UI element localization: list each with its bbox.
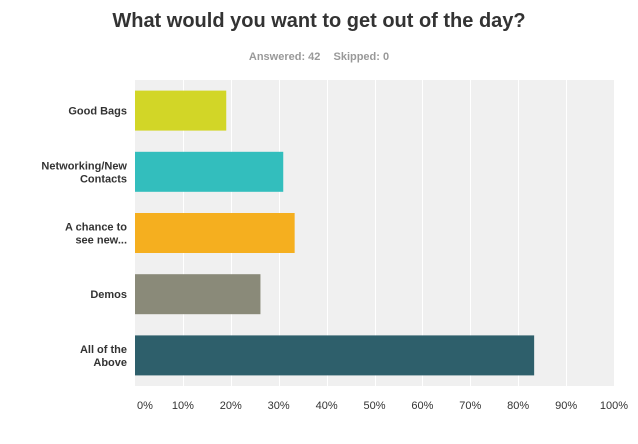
- category-label-3: Demos: [90, 289, 127, 301]
- x-tick-label-2: 20%: [220, 400, 242, 412]
- bar-1: [135, 151, 284, 192]
- category-label-1: Networking/New Contacts: [41, 160, 127, 185]
- x-tick-label-10: 100%: [600, 400, 628, 412]
- x-tick-label-8: 80%: [507, 400, 529, 412]
- x-tick-label-3: 30%: [268, 400, 290, 412]
- x-tick-label-5: 50%: [363, 400, 385, 412]
- category-label-2: A chance to see new...: [65, 222, 127, 247]
- chart-title: What would you want to get out of the da…: [112, 10, 526, 32]
- x-tick-label-0: 0%: [137, 400, 153, 412]
- bar-3: [135, 274, 261, 315]
- category-label-0: Good Bags: [68, 106, 127, 118]
- answered-count: Answered: 42: [248, 51, 321, 63]
- x-tick-label-7: 70%: [459, 400, 481, 412]
- x-tick-label-4: 40%: [316, 400, 338, 412]
- bar-2: [135, 213, 295, 253]
- x-tick-label-9: 90%: [555, 400, 577, 412]
- category-label-4: All of the Above: [80, 344, 127, 369]
- response-stats: Answered: 42 Skipped: 0: [0, 51, 638, 63]
- x-tick-label-6: 60%: [411, 400, 433, 412]
- skipped-count: Skipped: 0: [333, 51, 390, 63]
- x-tick-label-1: 10%: [172, 400, 194, 412]
- bar-4: [135, 335, 535, 376]
- bar-0: [135, 90, 227, 131]
